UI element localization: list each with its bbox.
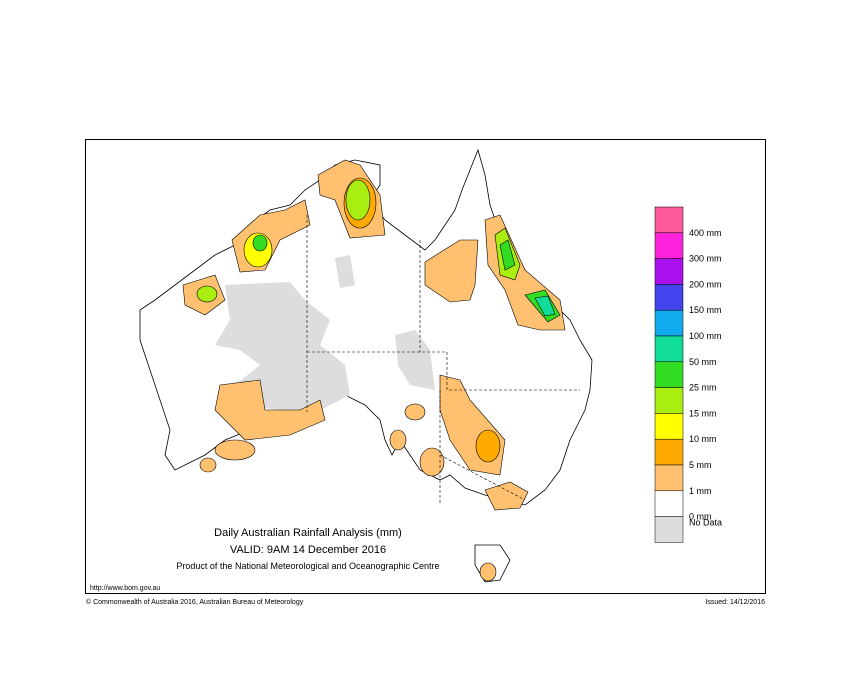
legend-label: 400 mm — [689, 228, 722, 238]
legend-label: 15 mm — [689, 408, 717, 418]
legend-swatch — [654, 438, 684, 466]
no-data-area — [335, 255, 355, 288]
legend-swatch — [654, 516, 684, 543]
legend-swatch — [654, 284, 684, 311]
legend-swatch — [654, 490, 684, 517]
rain-area — [214, 379, 326, 441]
legend-label: 1 mm — [689, 486, 712, 496]
state-border — [446, 352, 580, 391]
rain-area — [424, 239, 479, 303]
rain-area — [534, 295, 556, 317]
producer: Product of the National Meteorological a… — [176, 561, 439, 571]
rainfall-areas — [182, 159, 566, 582]
legend: 400 mm 300 mm 200 mm 150 mm 100 mm 50 mm 25 mm… — [654, 206, 722, 543]
no-data-area — [395, 330, 435, 390]
legend-swatch — [654, 335, 684, 363]
legend-swatch — [654, 206, 684, 234]
legend-swatch — [654, 232, 684, 259]
legend-label: 0 mm — [689, 512, 712, 522]
legend-label: 100 mm — [689, 331, 722, 341]
map-title: Daily Australian Rainfall Analysis (mm) — [214, 527, 402, 539]
state-border — [439, 454, 526, 501]
legend-label: No Data — [689, 518, 722, 528]
state-borders — [306, 215, 580, 505]
legend-label: 25 mm — [689, 383, 717, 393]
url: http://www.bom.gov.au — [90, 585, 160, 592]
legend-label: 200 mm — [689, 279, 722, 289]
rain-area — [252, 234, 268, 252]
legend-swatch — [654, 387, 684, 414]
rain-area — [499, 239, 516, 271]
rain-area — [404, 403, 426, 421]
rain-area — [214, 439, 256, 461]
issued: Issued: 14/12/2016 — [705, 599, 765, 606]
rain-area — [345, 179, 371, 221]
copyright: © Commonwealth of Australia 2016, Austra… — [86, 598, 304, 606]
rain-area — [196, 285, 218, 303]
legend-label: 5 mm — [689, 460, 712, 470]
legend-swatch — [654, 309, 684, 337]
legend-swatch — [654, 413, 684, 440]
legend-label: 150 mm — [689, 305, 722, 315]
legend-label: 10 mm — [689, 434, 717, 444]
rain-area — [475, 429, 501, 463]
legend-swatch — [654, 464, 684, 492]
legend-swatch — [654, 361, 684, 388]
legend-label: 50 mm — [689, 357, 717, 367]
legend-swatch — [654, 258, 684, 285]
rain-area — [484, 481, 529, 511]
rain-area — [199, 457, 217, 473]
rain-area — [419, 447, 445, 477]
rain-area — [479, 562, 497, 582]
legend-label: 300 mm — [689, 254, 722, 264]
valid-time: VALID: 9AM 14 December 2016 — [230, 544, 386, 556]
rain-area — [389, 429, 407, 451]
